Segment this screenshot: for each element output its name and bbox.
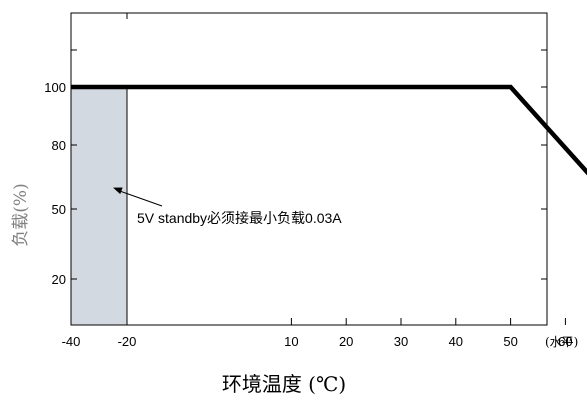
x-tick-label: 40	[449, 334, 463, 349]
x-tick-label: 10	[284, 334, 298, 349]
y-axis-label: 负载(%)	[11, 183, 31, 246]
x-tick-label: 60	[558, 334, 572, 349]
y-tick-label: 80	[52, 138, 66, 153]
load-derating-line	[71, 84, 587, 176]
x-tick-label: 50	[503, 334, 517, 349]
x-tick-label: 30	[394, 334, 408, 349]
y-tick-label: 20	[52, 272, 66, 287]
x-tick-label: 20	[339, 334, 353, 349]
plot-frame	[70, 12, 548, 326]
x-axis-unit-note: (水平)	[545, 335, 578, 349]
y-tick-label: 50	[52, 202, 66, 217]
annotation-arrow-head	[113, 187, 123, 195]
y-tick-label: 100	[44, 80, 66, 95]
x-axis: -40-2010203040506070	[62, 13, 573, 349]
annotation-arrow	[115, 189, 163, 207]
x-tick-label: -40	[62, 334, 81, 349]
annotation-text: 5V standby必须接最小负载0.03A	[137, 210, 342, 226]
standby-shaded-region	[71, 87, 127, 325]
x-axis-label: 环境温度 (℃)	[222, 372, 346, 396]
x-tick-label: -20	[118, 334, 137, 349]
y-axis: 20 50 80 100	[44, 49, 547, 287]
